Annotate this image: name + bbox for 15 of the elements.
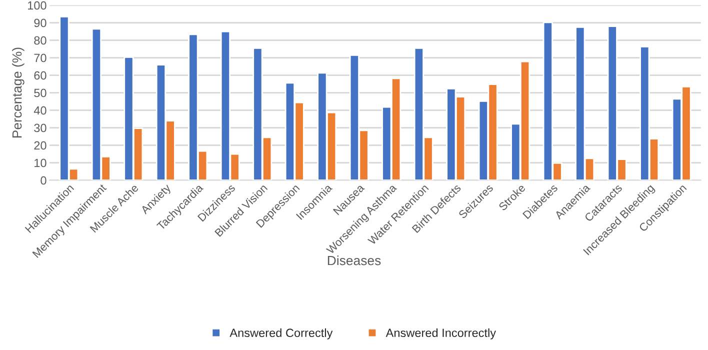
legend-label: Answered Incorrectly [386,328,496,340]
y-tick-label: 0 [40,176,46,185]
x-axis-title: Diseases [328,256,381,266]
y-tick-label: 100 [28,1,46,10]
y-tick-label: 90 [34,18,46,28]
y-tick-label: 40 [34,106,46,115]
y-tick-label: 30 [34,124,46,132]
y-tick-label: 20 [34,141,46,150]
y-tick-label: 10 [34,158,46,168]
y-tick-label: 50 [34,88,46,98]
y-tick-label: 60 [34,71,46,80]
y-tick-label: 70 [34,54,46,62]
y-axis-title: Percentage (%) [12,48,24,138]
legend-label: Answered Correctly [230,328,333,340]
y-tick-label: 80 [34,36,46,45]
